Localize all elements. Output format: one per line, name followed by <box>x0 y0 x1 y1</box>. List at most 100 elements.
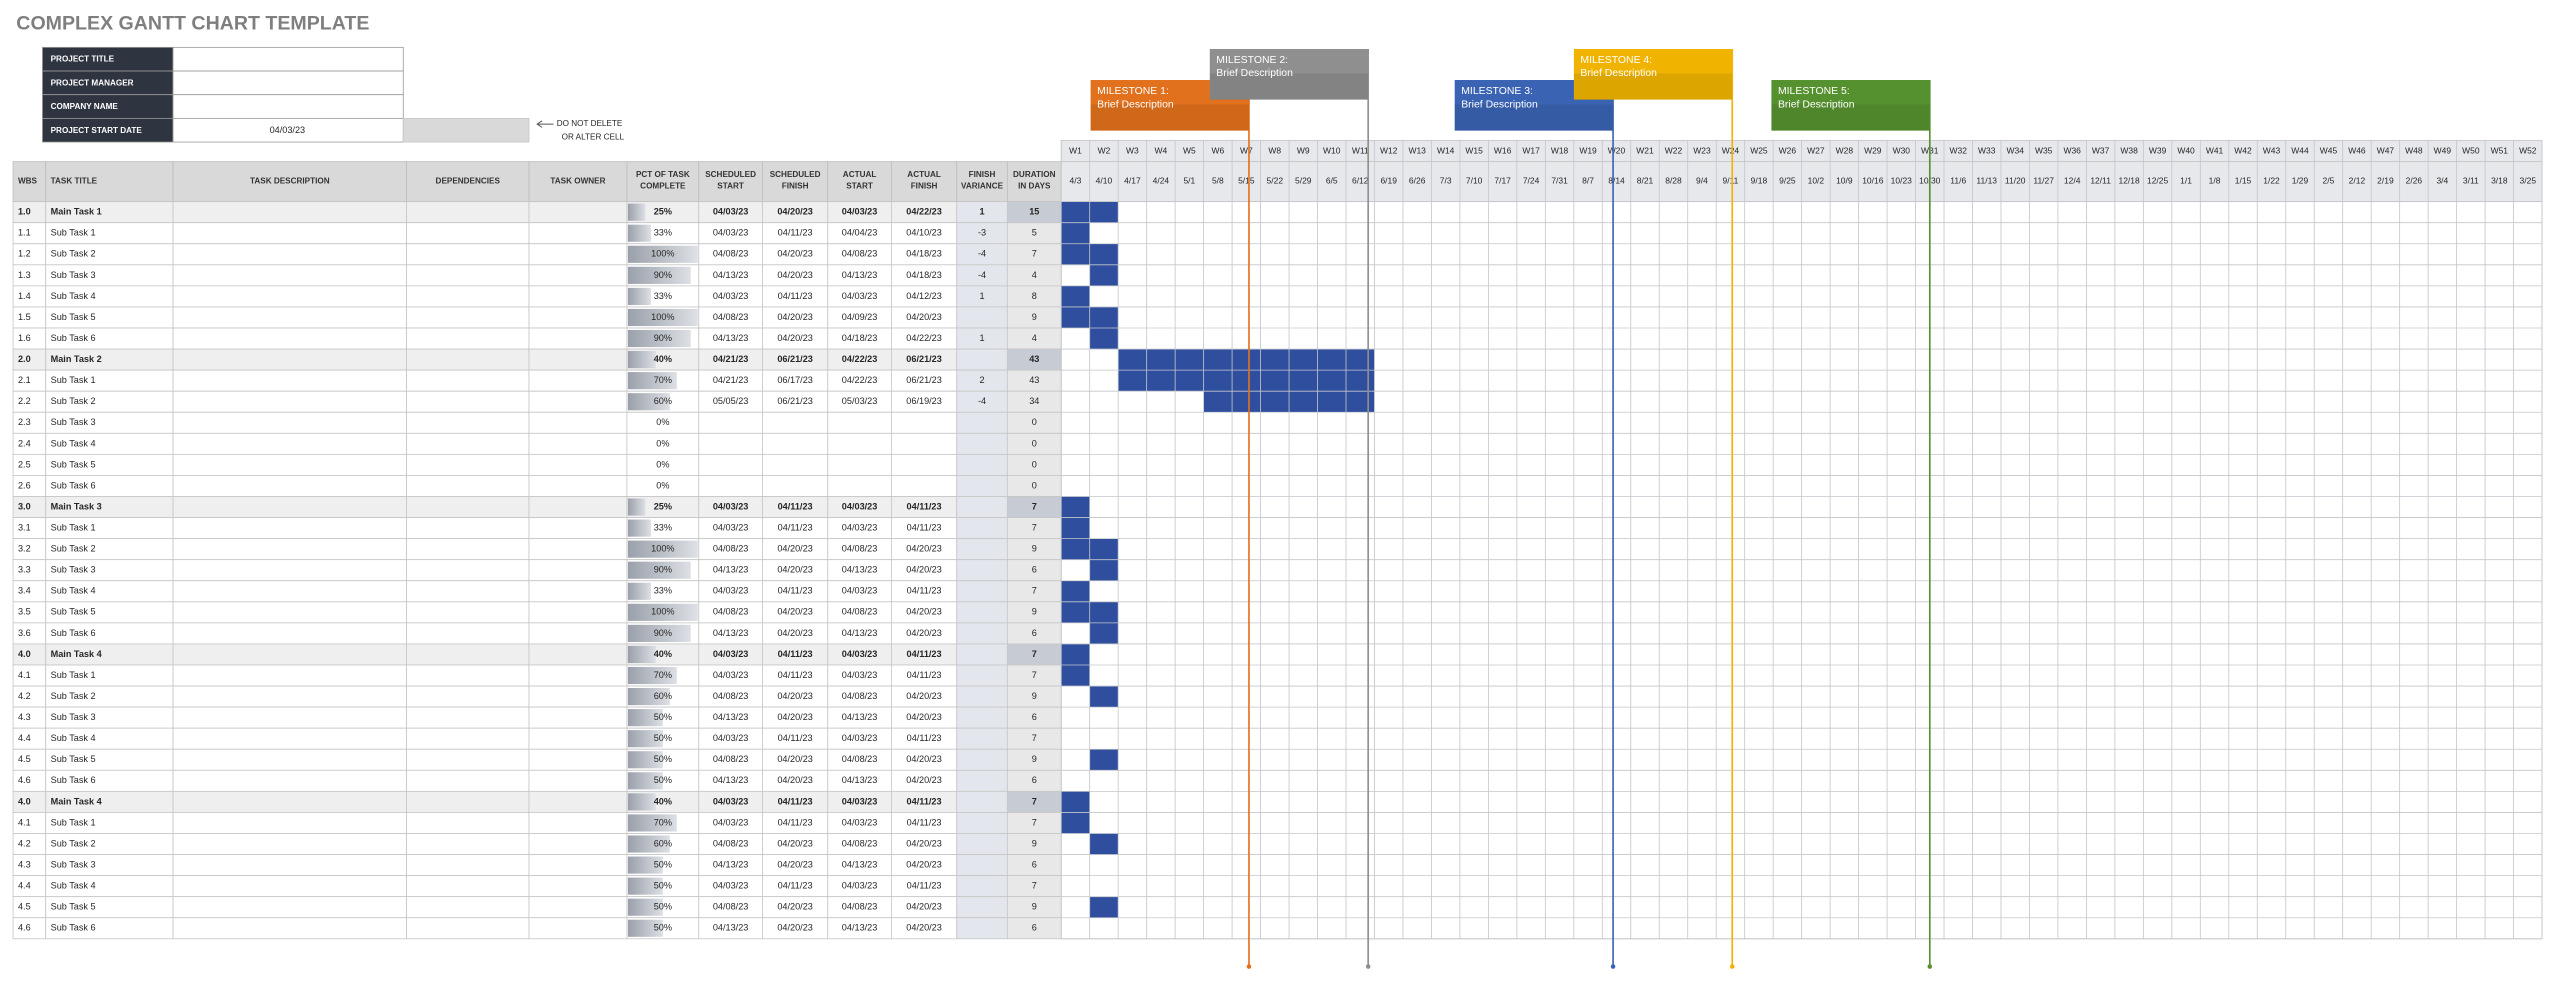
cell-scheduled-start: 05/05/23 <box>713 396 749 406</box>
cell-wbs: 4.0 <box>18 796 31 806</box>
table-cell <box>406 790 530 813</box>
cell-actual-start: 04/13/23 <box>842 712 878 722</box>
milestone-flag-shade <box>1771 104 1930 131</box>
cell-wbs: 4.6 <box>18 923 31 933</box>
week-label: W35 <box>2035 145 2053 155</box>
cell-duration: 0 <box>1032 480 1037 490</box>
week-label: W21 <box>1636 145 1654 155</box>
table-cell <box>528 453 628 476</box>
cell-duration: 9 <box>1032 312 1037 322</box>
cell-scheduled-start: 04/03/23 <box>713 523 749 533</box>
cell-scheduled-start: 04/21/23 <box>713 354 749 364</box>
cell-actual-finish: 06/21/23 <box>906 354 942 364</box>
week-label: W4 <box>1155 145 1168 155</box>
week-date: 7/10 <box>1466 175 1483 185</box>
table-cell <box>172 285 407 308</box>
note-text: DO NOT DELETE <box>557 119 623 128</box>
cell-title: Sub Task 5 <box>51 754 96 764</box>
table-cell <box>406 201 530 224</box>
week-date: 10/16 <box>1862 175 1883 185</box>
cell-scheduled-finish: 04/11/23 <box>778 796 813 806</box>
week-label: W33 <box>1978 145 1996 155</box>
cell-actual-start: 04/03/23 <box>842 523 878 533</box>
cell-wbs: 3.3 <box>18 565 31 575</box>
cell-duration: 6 <box>1032 775 1037 785</box>
cell-pct: 90% <box>654 333 672 343</box>
week-date: 6/19 <box>1380 175 1397 185</box>
table-cell <box>827 475 892 497</box>
week-date: 1/29 <box>2292 175 2309 185</box>
table-cell <box>406 517 530 540</box>
table-cell <box>956 706 1008 729</box>
table-cell <box>172 664 407 687</box>
cell-title: Sub Task 5 <box>51 459 96 469</box>
cell-scheduled-start: 04/03/23 <box>713 881 749 891</box>
cell-title: Main Task 4 <box>51 649 103 659</box>
cell-actual-start: 04/08/23 <box>842 691 878 701</box>
table-cell <box>172 833 407 855</box>
cell-pct: 50% <box>654 733 672 743</box>
cell-actual-finish: 04/20/23 <box>906 754 942 764</box>
cell-wbs: 3.6 <box>18 628 31 638</box>
week-label: W29 <box>1864 145 1882 155</box>
cell-wbs: 1.1 <box>18 228 31 238</box>
cell-title: Sub Task 3 <box>51 270 96 280</box>
cell-duration: 8 <box>1032 291 1037 301</box>
column-header-text: DEPENDENCIES <box>436 176 501 185</box>
table-cell <box>172 327 407 350</box>
week-date: 12/11 <box>2090 175 2111 185</box>
week-date: 5/15 <box>1238 175 1255 185</box>
table-cell <box>406 327 530 350</box>
cell-actual-finish: 04/20/23 <box>906 312 942 322</box>
cell-scheduled-start: 04/03/23 <box>713 733 749 743</box>
week-label: W25 <box>1750 145 1768 155</box>
cell-scheduled-finish: 04/20/23 <box>777 207 813 217</box>
cell-pct: 50% <box>654 902 672 912</box>
week-date: 7/31 <box>1551 175 1568 185</box>
pct-bar <box>627 624 691 642</box>
milestone-description: Brief Description <box>1580 68 1657 79</box>
table-cell <box>956 559 1008 582</box>
cell-actual-finish: 04/20/23 <box>906 607 942 617</box>
table-cell <box>956 496 1008 518</box>
cell-wbs: 3.0 <box>18 501 31 511</box>
table-cell <box>406 306 530 329</box>
table-cell <box>956 685 1008 708</box>
cell-actual-start: 04/03/23 <box>842 881 878 891</box>
cell-scheduled-start: 04/13/23 <box>713 712 749 722</box>
table-cell <box>528 559 628 582</box>
cell-duration: 7 <box>1032 670 1037 680</box>
table-cell <box>528 769 628 792</box>
pct-bar <box>627 372 677 390</box>
cell-title: Sub Task 4 <box>51 586 96 596</box>
pct-bar <box>627 351 656 369</box>
cell-scheduled-finish: 04/20/23 <box>777 270 813 280</box>
cell-wbs: 2.6 <box>18 480 31 490</box>
cell-duration: 9 <box>1032 607 1037 617</box>
week-date: 9/18 <box>1751 175 1768 185</box>
table-cell <box>172 601 407 624</box>
milestone-description: Brief Description <box>1216 68 1293 79</box>
column-header-text: FINISH <box>782 181 809 190</box>
cell-scheduled-finish: 04/20/23 <box>777 923 813 933</box>
table-cell <box>406 475 530 497</box>
cell-pct: 50% <box>654 881 672 891</box>
gantt-bar <box>1118 370 1375 392</box>
table-cell <box>956 917 1008 940</box>
gantt-bar <box>1089 686 1119 708</box>
week-date: 4/10 <box>1096 175 1113 185</box>
table-cell <box>406 285 530 308</box>
week-date: 2/19 <box>2377 175 2394 185</box>
week-date: 12/4 <box>2064 175 2081 185</box>
table-cell <box>172 854 407 877</box>
table-cell <box>528 369 628 392</box>
table-cell <box>956 306 1008 329</box>
cell-scheduled-finish: 04/20/23 <box>777 859 813 869</box>
cell-scheduled-finish: 04/11/23 <box>778 523 813 533</box>
pct-bar <box>627 393 670 411</box>
cell-duration: 9 <box>1032 544 1037 554</box>
table-cell <box>172 201 407 224</box>
info-label: PROJECT MANAGER <box>51 78 134 87</box>
cell-wbs: 1.3 <box>18 270 31 280</box>
column-header-text: DURATION <box>1013 170 1056 179</box>
